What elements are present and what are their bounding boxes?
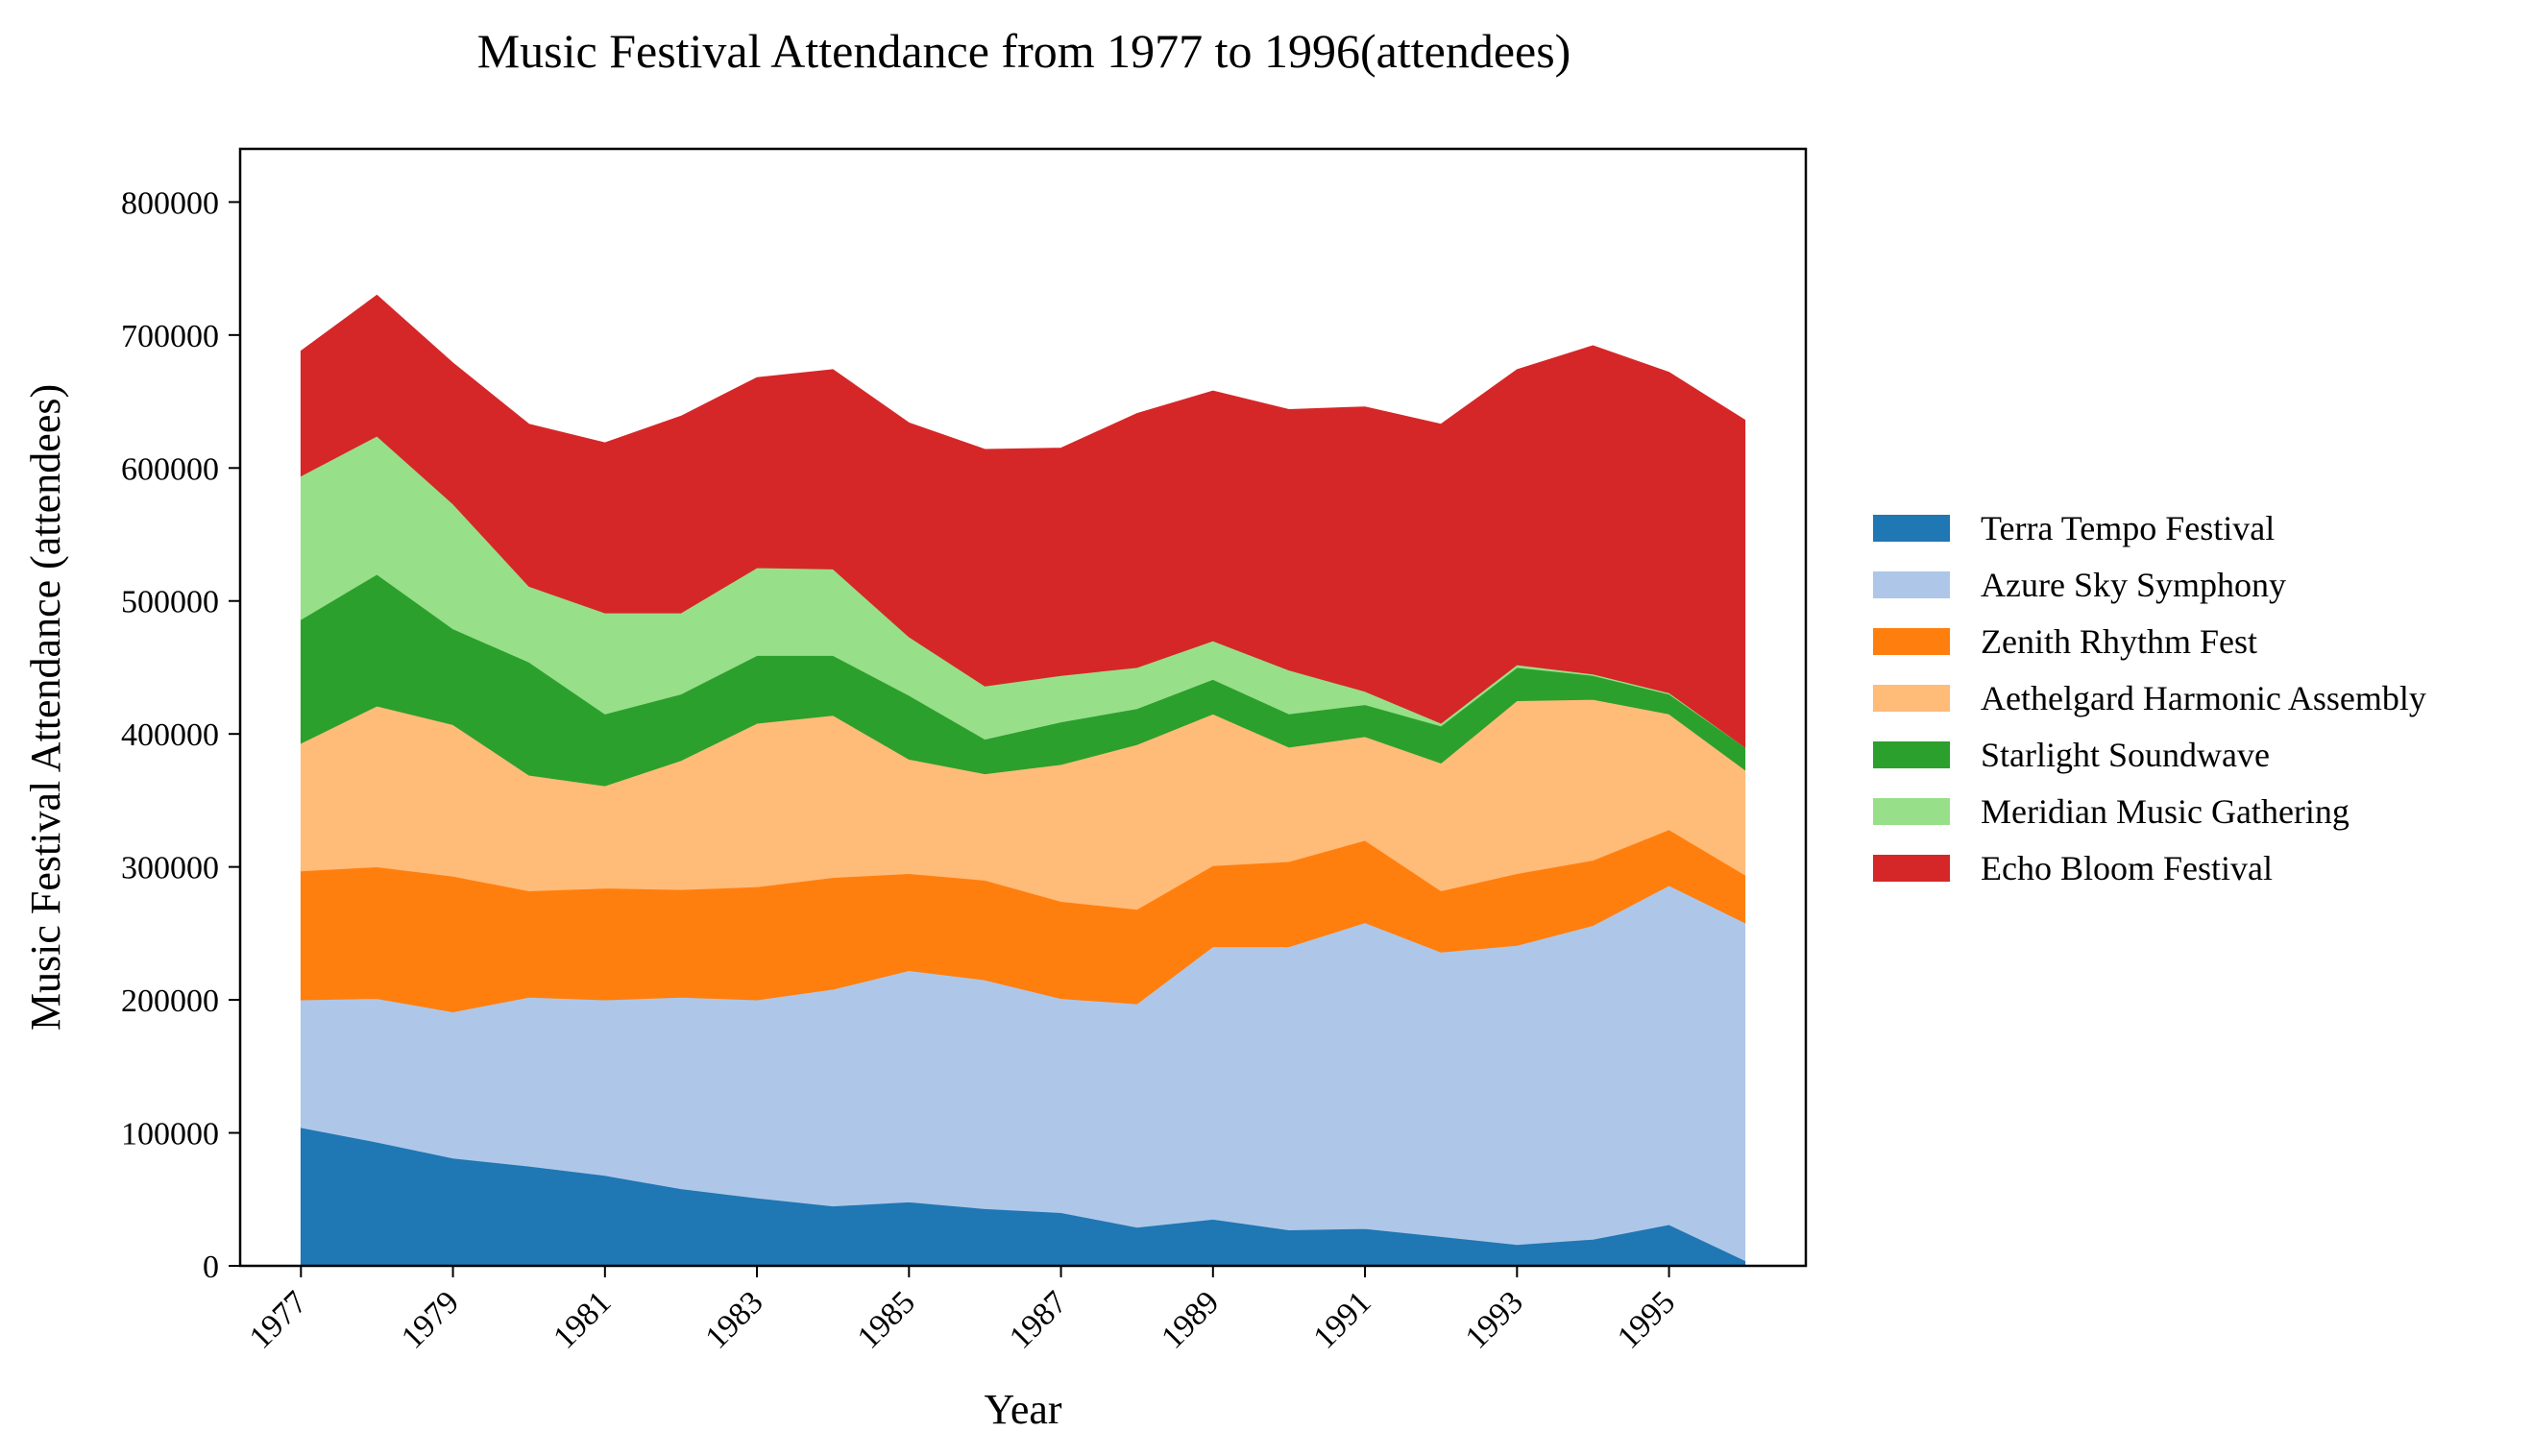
x-tick-label: 1985 bbox=[851, 1284, 922, 1355]
y-tick-label: 800000 bbox=[121, 185, 219, 221]
y-tick-label: 500000 bbox=[121, 585, 219, 620]
legend-entry: Zenith Rhythm Fest bbox=[1981, 622, 2257, 661]
area-echo-bloom-festival bbox=[300, 294, 1746, 748]
legend-swatch bbox=[1873, 628, 1950, 655]
x-tick-label: 1981 bbox=[547, 1284, 618, 1355]
x-tick-label: 1993 bbox=[1459, 1284, 1530, 1355]
legend-swatch bbox=[1873, 741, 1950, 768]
legend-entry: Terra Tempo Festival bbox=[1981, 509, 2275, 547]
y-tick-label: 0 bbox=[203, 1250, 219, 1285]
y-axis-label: Music Festival Attendance (attendees) bbox=[22, 384, 69, 1031]
legend: Terra Tempo Festival Azure Sky Symphony Ze… bbox=[1873, 509, 2426, 887]
x-tick-label: 1991 bbox=[1306, 1284, 1377, 1355]
area-layers bbox=[300, 294, 1746, 1267]
y-tick-label: 400000 bbox=[121, 717, 219, 753]
y-tick-label: 100000 bbox=[121, 1117, 219, 1153]
legend-swatch bbox=[1873, 571, 1950, 598]
x-axis-label: Year bbox=[984, 1386, 1061, 1433]
legend-swatch bbox=[1873, 685, 1950, 712]
x-tick-label: 1995 bbox=[1611, 1284, 1682, 1355]
x-tick-label: 1977 bbox=[243, 1284, 314, 1355]
plot-frame bbox=[238, 147, 1808, 1268]
legend-swatch bbox=[1873, 515, 1950, 542]
legend-entry: Azure Sky Symphony bbox=[1981, 566, 2286, 604]
legend-entry: Aethelgard Harmonic Assembly bbox=[1981, 679, 2426, 717]
x-tick-label: 1983 bbox=[698, 1284, 769, 1355]
y-tick-label: 600000 bbox=[121, 451, 219, 487]
legend-entry: Starlight Soundwave bbox=[1981, 736, 2270, 774]
x-tick-label: 1989 bbox=[1155, 1284, 1226, 1355]
x-tick-label: 1987 bbox=[1003, 1284, 1074, 1355]
y-tick-label: 200000 bbox=[121, 983, 219, 1019]
x-tick-label: 1979 bbox=[395, 1284, 466, 1355]
legend-entry: Echo Bloom Festival bbox=[1981, 849, 2273, 887]
legend-swatch bbox=[1873, 798, 1950, 825]
y-tick-label: 700000 bbox=[121, 319, 219, 354]
y-tick-label: 300000 bbox=[121, 851, 219, 886]
chart-title: Music Festival Attendance from 1977 to 1… bbox=[477, 24, 1571, 78]
legend-entry: Meridian Music Gathering bbox=[1981, 792, 2349, 831]
legend-swatch bbox=[1873, 855, 1950, 882]
